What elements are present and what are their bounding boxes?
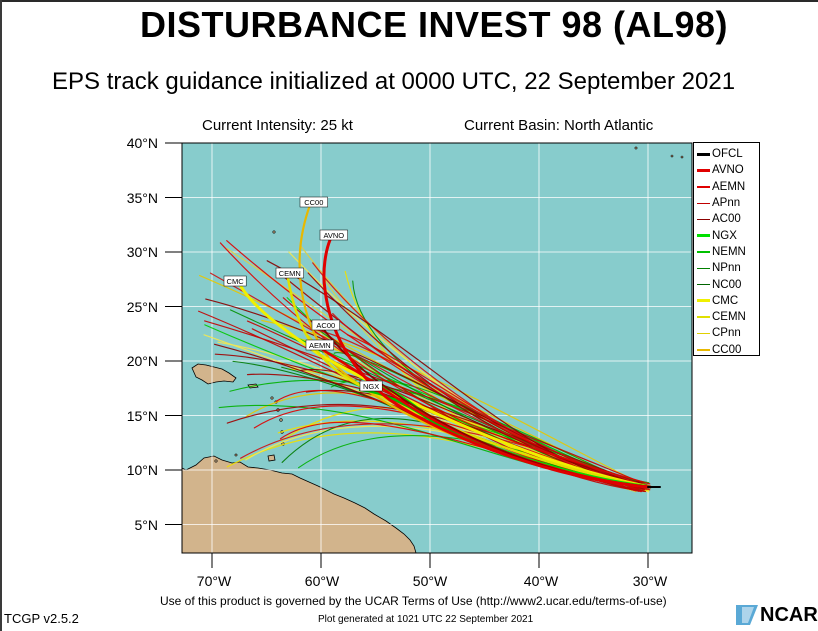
legend-label: AVNO xyxy=(712,164,744,177)
legend-item: NPnn xyxy=(694,260,759,276)
legend-item: NEMN xyxy=(694,244,759,260)
legend-label: CMC xyxy=(712,294,739,307)
legend-swatch xyxy=(697,202,710,204)
legend-label: OFCL xyxy=(712,148,743,161)
legend-item: NC00 xyxy=(694,276,759,292)
track-label: CC00 xyxy=(304,198,323,207)
track-label-box xyxy=(305,339,334,351)
x-tick-label: 70°W xyxy=(196,573,232,589)
track-label: AVNO xyxy=(323,231,344,240)
trinidad xyxy=(267,454,276,462)
legend-item: OFCL xyxy=(694,146,759,162)
track-label: CEMN xyxy=(279,269,301,278)
y-tick-label: 25°N xyxy=(126,299,158,315)
y-tick-label: 30°N xyxy=(126,244,158,260)
y-tick-label: 20°N xyxy=(126,353,158,369)
track-label: AEMN xyxy=(309,341,331,350)
version-label: TCGP v2.5.2 xyxy=(4,611,79,626)
track-label: CMC xyxy=(227,277,245,286)
legend-swatch xyxy=(697,218,710,220)
ncar-logo-icon xyxy=(736,605,758,625)
legend-swatch xyxy=(697,234,710,238)
track-label-box xyxy=(359,380,383,392)
track-label-box xyxy=(223,275,247,287)
legend-swatch xyxy=(697,185,710,188)
y-tick-label: 40°N xyxy=(126,135,158,151)
left-border xyxy=(0,0,2,631)
legend-label: AEMN xyxy=(712,180,746,193)
south-america xyxy=(181,455,417,554)
track-end-labels: CC00 AVNO CEMN CMC AC00 AEMN NGX xyxy=(223,196,383,392)
page-title: DISTURBANCE INVEST 98 (AL98) xyxy=(139,4,729,45)
legend-label: CC00 xyxy=(712,343,742,356)
track-label-box xyxy=(275,267,304,279)
legend-item: AEMN xyxy=(694,179,759,195)
legend-item: AVNO xyxy=(694,162,759,178)
current-basin: Current Basin: North Atlantic xyxy=(464,117,654,134)
generated-timestamp: Plot generated at 1021 UTC 22 September … xyxy=(318,614,534,625)
legend-label: NGX xyxy=(712,229,737,242)
gfs-member-track xyxy=(204,320,643,484)
legend-swatch xyxy=(697,168,710,172)
track-label-box xyxy=(299,196,328,208)
y-tick-label: 35°N xyxy=(126,190,158,206)
legend-item: NGX xyxy=(694,227,759,243)
page-subtitle: EPS track guidance initialized at 0000 U… xyxy=(52,68,736,95)
legend-item: APnn xyxy=(694,195,759,211)
terms-of-use: Use of this product is governed by the U… xyxy=(160,594,667,608)
track-label: AC00 xyxy=(316,321,335,330)
legend-label: APnn xyxy=(712,197,741,210)
track-label: NGX xyxy=(363,382,379,391)
legend-label: NPnn xyxy=(712,262,741,275)
axis-ticks xyxy=(165,142,649,568)
legend-swatch xyxy=(697,316,710,319)
legend-item: CPnn xyxy=(694,325,759,341)
legend-label: CEMN xyxy=(712,311,746,324)
legend-label: NC00 xyxy=(712,278,742,291)
current-intensity: Current Intensity: 25 kt xyxy=(202,117,353,134)
legend-swatch xyxy=(697,152,710,156)
cemn-track xyxy=(286,276,652,489)
legend-label: CPnn xyxy=(712,327,741,340)
legend-item: CEMN xyxy=(694,309,759,325)
gfs-member-track xyxy=(219,242,651,485)
legend-item: CMC xyxy=(694,293,759,309)
x-tick-label: 50°W xyxy=(412,573,448,589)
top-border xyxy=(0,0,818,2)
legend-swatch xyxy=(697,332,710,334)
y-tick-label: 15°N xyxy=(126,408,158,424)
legend-item: CC00 xyxy=(694,342,759,358)
y-tick-label: 5°N xyxy=(134,517,159,533)
track-label-box xyxy=(319,229,348,241)
legend-item: AC00 xyxy=(694,211,759,227)
hispaniola xyxy=(191,363,237,385)
legend-label: AC00 xyxy=(712,213,741,226)
track-label-box xyxy=(311,319,340,331)
x-tick-label: 60°W xyxy=(304,573,340,589)
ncar-logo-text: NCAR xyxy=(760,604,818,626)
legend-swatch xyxy=(697,250,710,253)
map-frame xyxy=(181,142,693,554)
legend-swatch xyxy=(697,348,710,351)
land-masses xyxy=(181,363,417,554)
legend-swatch xyxy=(697,267,710,269)
model-legend: OFCL AVNO AEMN APnn AC00 NGX NEMN NPnn NC00 CMC CE… xyxy=(693,142,760,356)
legend-swatch xyxy=(697,299,710,303)
gfs-member-track xyxy=(209,272,650,487)
legend-label: NEMN xyxy=(712,245,746,258)
gfs-member-track xyxy=(246,373,646,486)
legend-swatch xyxy=(697,284,710,286)
y-tick-label: 10°N xyxy=(126,462,158,478)
x-tick-label: 30°W xyxy=(632,573,668,589)
x-tick-label: 40°W xyxy=(523,573,559,589)
